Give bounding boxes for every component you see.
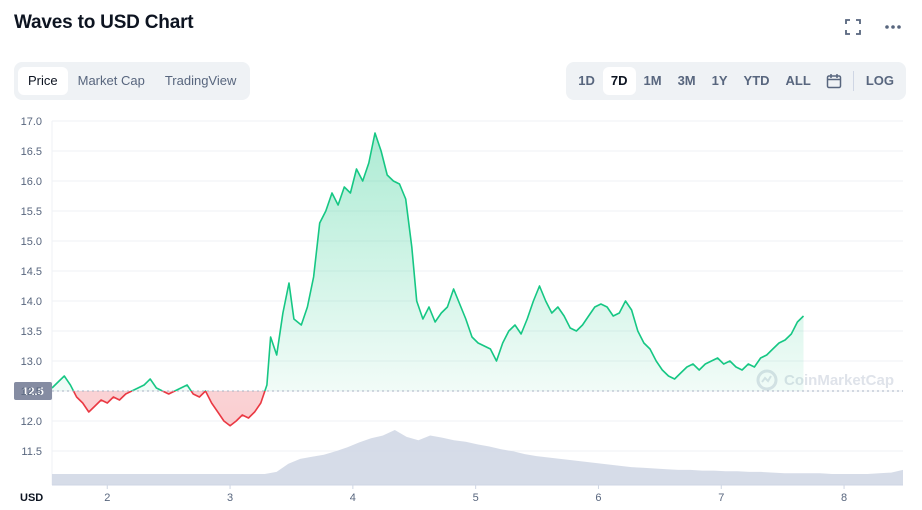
x-tick-label: 2 [104,492,110,504]
range-1y[interactable]: 1Y [711,73,728,88]
reference-price-text: 12.5 [22,386,43,398]
log-toggle[interactable]: LOG [865,73,894,88]
volume-series [52,430,903,485]
y-unit-label: USD [20,492,43,504]
chart-type-tabs: Price Market Cap TradingView [14,62,251,100]
watermark-text: CoinMarketCap [784,372,894,389]
range-1d[interactable]: 1D [578,73,595,88]
y-tick-label: 13.0 [21,356,42,368]
y-tick-label: 13.5 [21,326,42,338]
volume-area [52,430,903,485]
top-actions [844,18,902,36]
tab-tradingview[interactable]: TradingView [164,73,237,88]
x-tick-label: 4 [350,492,356,504]
x-tick-label: 7 [718,492,724,504]
y-tick-label: 12.0 [21,416,42,428]
grid-lines [51,120,903,486]
x-axis: 2 3 4 5 6 7 8 [104,485,847,504]
page-title: Waves to USD Chart [14,12,194,33]
range-7d[interactable]: 7D [602,67,636,95]
x-tick-label: 5 [473,492,479,504]
range-3m[interactable]: 3M [677,73,696,88]
x-tick-label: 8 [841,492,847,504]
tab-price[interactable]: Price [18,67,68,95]
y-tick-label: 15.0 [21,236,42,248]
price-line-up [51,132,805,391]
x-tick-label: 3 [227,492,233,504]
range-1m[interactable]: 1M [643,73,662,88]
reference-price-label: 12.5 [14,382,52,400]
calendar-icon[interactable] [819,73,849,89]
y-tick-label: 14.0 [21,296,42,308]
time-range-selector: 1D 7D 1M 3M 1Y YTD ALL LOG [566,62,906,100]
y-tick-label: 12.5 [21,386,42,398]
fullscreen-icon[interactable] [844,18,862,36]
y-axis: 17.0 16.5 16.0 15.5 15.0 14.5 14.0 13.5 13.0 12.5… [21,116,42,458]
x-tick-label: 6 [595,492,601,504]
range-ytd[interactable]: YTD [743,73,770,88]
price-area-up [52,133,804,391]
more-icon[interactable] [884,18,902,36]
tab-market-cap[interactable]: Market Cap [77,73,145,88]
range-all[interactable]: ALL [785,73,811,88]
y-tick-label: 16.5 [21,146,42,158]
y-tick-label: 14.5 [21,266,42,278]
y-tick-label: 16.0 [21,176,42,188]
y-tick-label: 17.0 [21,116,42,128]
y-tick-label: 11.5 [21,446,42,458]
divider [852,71,854,91]
y-tick-label: 15.5 [21,206,42,218]
